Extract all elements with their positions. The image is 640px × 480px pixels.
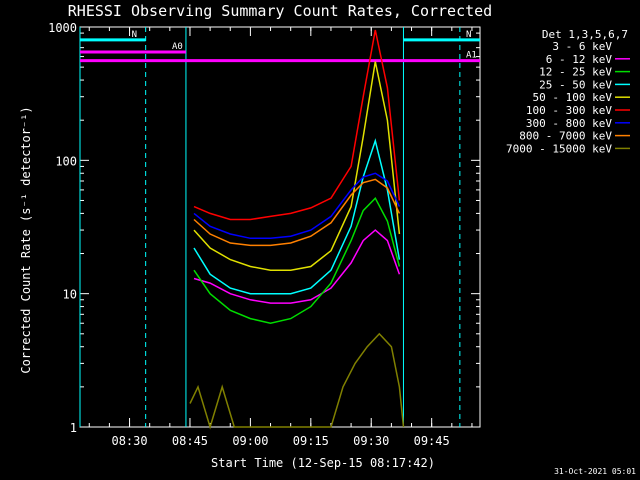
x-tick-label: 09:15 — [293, 434, 329, 448]
legend-label-25-50-kev: 25 - 50 keV — [539, 78, 612, 91]
series-line-25-50-kev — [193, 138, 401, 295]
series-line-6-12-kev — [193, 229, 401, 304]
x-axis-label: Start Time (12-Sep-15 08:17:42) — [211, 456, 435, 470]
legend-label-3-6-kev: 3 - 6 keV — [552, 40, 612, 53]
flag-label-a0: A0 — [172, 42, 183, 52]
legend-label-800-7000-kev: 800 - 7000 keV — [519, 130, 612, 143]
y-tick-label: 1 — [70, 421, 77, 435]
series-line-3-6-kev — [193, 192, 400, 196]
series-line-12-25-kev — [193, 196, 401, 324]
chart-title: RHESSI Observing Summary Count Rates, Co… — [68, 2, 492, 20]
x-tick-label: 09:45 — [414, 434, 450, 448]
flag-label-a1: A1 — [466, 51, 477, 61]
series-line-7000-15000-kev — [189, 332, 405, 430]
y-axis-label: Corrected Count Rate (s⁻¹ detector⁻¹) — [19, 106, 33, 373]
legend-label-300-800-kev: 300 - 800 keV — [526, 117, 612, 130]
y-tick-label: 10 — [63, 288, 77, 302]
flag-label-n: N — [132, 30, 137, 40]
x-tick-label: 09:00 — [232, 434, 268, 448]
legend-label-7000-15000-kev: 7000 - 15000 keV — [506, 142, 612, 155]
legend-label-100-300-kev: 100 - 300 keV — [526, 104, 612, 117]
x-tick-label: 08:45 — [172, 434, 208, 448]
legend-label-50-100-kev: 50 - 100 keV — [533, 91, 613, 104]
series-line-800-7000-kev — [193, 178, 401, 247]
y-tick-label: 1000 — [48, 21, 77, 35]
series-line-100-300-kev — [193, 29, 401, 221]
y-tick-label: 100 — [55, 154, 77, 168]
legend-title: Det 1,3,5,6,7 — [542, 28, 628, 41]
series-line-300-800-kev — [193, 172, 401, 240]
x-tick-label: 09:30 — [353, 434, 389, 448]
legend-label-12-25-kev: 12 - 25 keV — [539, 66, 612, 79]
legend-label-6-12-kev: 6 - 12 keV — [546, 53, 613, 66]
x-tick-label: 08:30 — [111, 434, 147, 448]
series-line-50-100-kev — [193, 61, 401, 271]
plot-area: 1 10 100 1000 08:30 08:45 09:00 09:15 09:30 09:45… — [48, 21, 481, 448]
flag-label-n: N — [466, 30, 471, 40]
timestamp: 31-Oct-2021 05:01 — [554, 467, 636, 476]
